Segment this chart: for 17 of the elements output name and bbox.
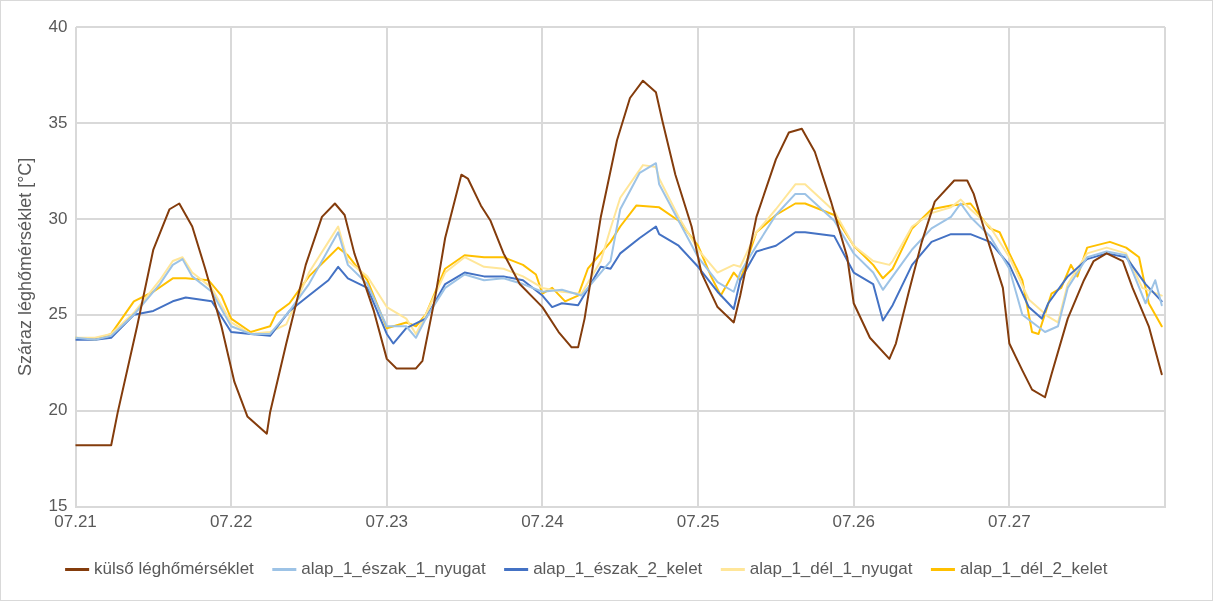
y-axis-title: Száraz léghőmérséklet [°C] xyxy=(14,157,35,376)
x-tick-label: 07.23 xyxy=(365,512,409,532)
x-tick-label: 07.26 xyxy=(832,512,875,532)
legend-label: alap_1_dél_2_kelet xyxy=(959,559,1108,579)
y-tick-label: 35 xyxy=(48,112,68,132)
y-tick-label: 25 xyxy=(48,304,68,324)
x-tick-label: 07.22 xyxy=(209,512,253,532)
x-tick-label: 07.25 xyxy=(676,512,720,532)
y-tick-label: 30 xyxy=(48,208,68,228)
x-tick-label: 07.24 xyxy=(521,512,564,532)
y-tick-label: 20 xyxy=(48,400,68,420)
legend-label: külső léghőmérséklet xyxy=(94,559,255,579)
x-tick-label: 07.27 xyxy=(988,512,1031,532)
legend-label: alap_1_észak_1_nyugat xyxy=(301,559,486,579)
legend-label: alap_1_észak_2_kelet xyxy=(533,559,703,579)
legend-label: alap_1_dél_1_nyugat xyxy=(749,559,913,579)
y-tick-label: 40 xyxy=(48,16,68,36)
